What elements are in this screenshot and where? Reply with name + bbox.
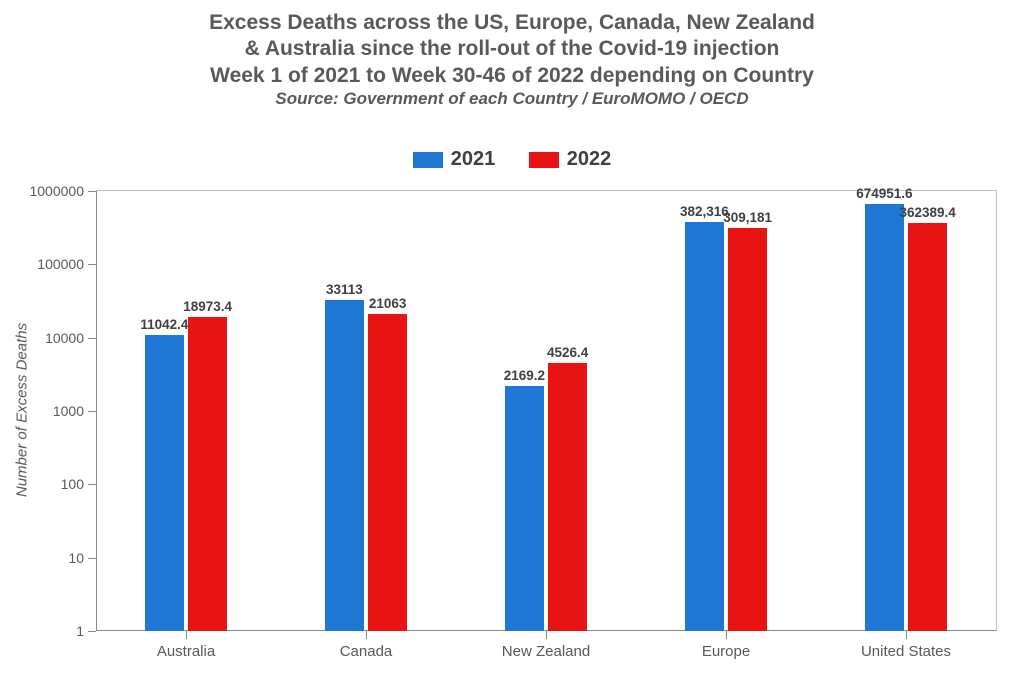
chart-root: Excess Deaths across the US, Europe, Can…	[0, 0, 1024, 679]
y-axis-title: Number of Excess Deaths	[14, 323, 31, 497]
bar-2021-new-zealand	[505, 386, 545, 631]
legend-item-2022: 2022	[529, 148, 612, 171]
legend-swatch-2022	[529, 152, 559, 168]
chart-title-block: Excess Deaths across the US, Europe, Can…	[0, 10, 1024, 109]
legend-label-2022: 2022	[567, 148, 612, 171]
y-tick-label: 100000	[37, 256, 96, 272]
x-tick-label: New Zealand	[502, 631, 590, 660]
bar-label: 309,181	[723, 210, 772, 225]
bar-label: 21063	[369, 296, 407, 311]
plot-area: 1101001000100001000001000000AustraliaCan…	[96, 190, 997, 631]
bar-label: 382,316	[680, 204, 729, 219]
x-tick-label: Europe	[702, 631, 750, 660]
x-tick-label: Canada	[340, 631, 393, 660]
bar-label: 4526.4	[547, 345, 588, 360]
legend-label-2021: 2021	[451, 148, 496, 171]
title-line-3: Week 1 of 2021 to Week 30-46 of 2022 dep…	[0, 63, 1024, 89]
bar-2022-united-states	[908, 223, 948, 631]
legend: 2021 2022	[0, 148, 1024, 174]
bar-label: 674951.6	[856, 186, 912, 201]
y-tick-label: 1000000	[29, 183, 96, 199]
y-tick-label: 1000	[53, 403, 96, 419]
bar-2021-canada	[325, 300, 365, 631]
bar-2022-canada	[368, 314, 408, 631]
bar-2022-new-zealand	[548, 363, 588, 631]
y-tick-label: 10	[68, 550, 96, 566]
subtitle-line: Source: Government of each Country / Eur…	[0, 89, 1024, 109]
bar-2022-europe	[728, 228, 768, 631]
legend-swatch-2021	[413, 152, 443, 168]
bar-label: 362389.4	[899, 205, 955, 220]
bar-label: 18973.4	[183, 299, 232, 314]
x-tick-label: United States	[861, 631, 951, 660]
y-tick-label: 10000	[45, 330, 96, 346]
title-line-1: Excess Deaths across the US, Europe, Can…	[0, 10, 1024, 36]
bar-2021-australia	[145, 335, 185, 631]
y-tick-label: 1	[76, 623, 96, 639]
y-tick-label: 100	[61, 476, 96, 492]
bar-label: 33113	[326, 282, 363, 297]
bar-2021-united-states	[865, 204, 905, 631]
y-axis-line	[96, 191, 97, 631]
bar-2022-australia	[188, 317, 228, 631]
bar-2021-europe	[685, 222, 725, 631]
title-line-2: & Australia since the roll-out of the Co…	[0, 36, 1024, 62]
x-tick-label: Australia	[157, 631, 215, 660]
bar-label: 11042.4	[140, 317, 188, 332]
legend-item-2021: 2021	[413, 148, 496, 171]
bar-label: 2169.2	[504, 368, 545, 383]
